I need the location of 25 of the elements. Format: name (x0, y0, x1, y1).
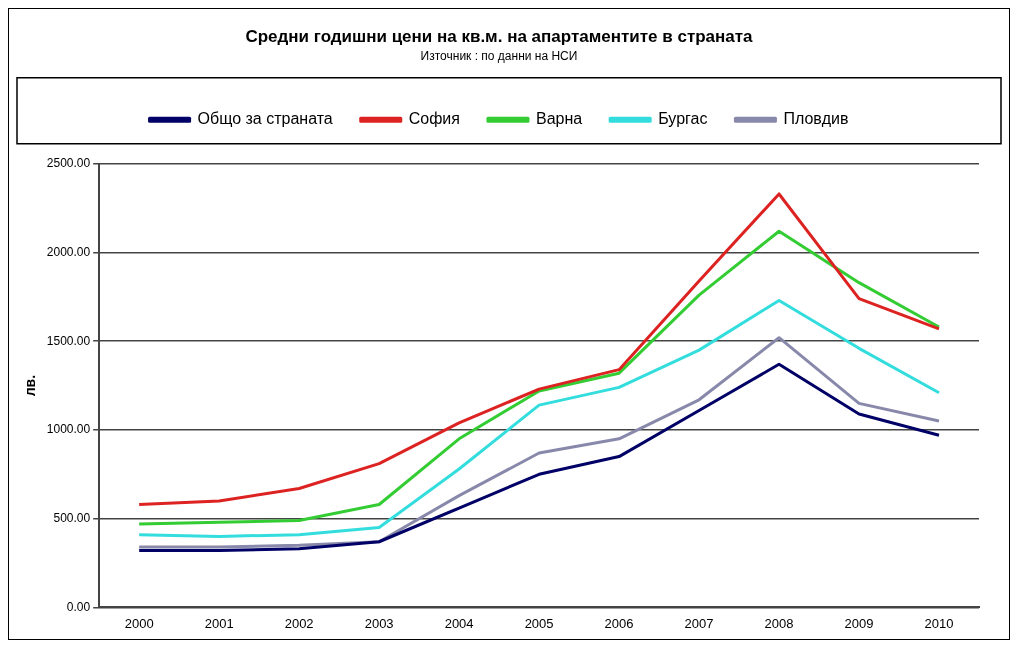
legend-label: Общо за страната (197, 110, 333, 128)
text: Източник : по данни на НСИ (420, 48, 578, 63)
x-tick-label: 2000 (124, 615, 154, 631)
x-tick-label: 2003 (364, 615, 394, 631)
x-tick-label: 2009 (844, 615, 874, 631)
x-tick-label: 2008 (764, 615, 794, 631)
y-tick-label: 1000.00 (46, 422, 91, 437)
legend-label: Бургас (658, 110, 708, 128)
y-axis-title: лв. (22, 374, 39, 397)
x-tick-label: 2004 (444, 615, 474, 631)
x-tick-label: 2007 (684, 615, 714, 631)
legend-label: Варна (535, 110, 583, 128)
y-tick-label: 2000.00 (46, 244, 91, 259)
x-tick-label: 2001 (204, 615, 234, 631)
y-tick-label: 2500.00 (46, 156, 91, 171)
y-tick-label: 500.00 (53, 510, 91, 525)
y-tick-label: 1500.00 (46, 333, 91, 348)
y-tick-label: 0.00 (66, 599, 91, 614)
x-tick-label: 2006 (604, 615, 634, 631)
x-tick-label: 2002 (284, 615, 314, 631)
x-tick-label: 2010 (924, 615, 954, 631)
x-tick-label: 2005 (524, 615, 554, 631)
legend-label: Пловдив (783, 110, 849, 128)
chart-title: Средни годишни цени на кв.м. на апартаментите в страната (245, 26, 754, 46)
legend-label: София (408, 110, 460, 128)
